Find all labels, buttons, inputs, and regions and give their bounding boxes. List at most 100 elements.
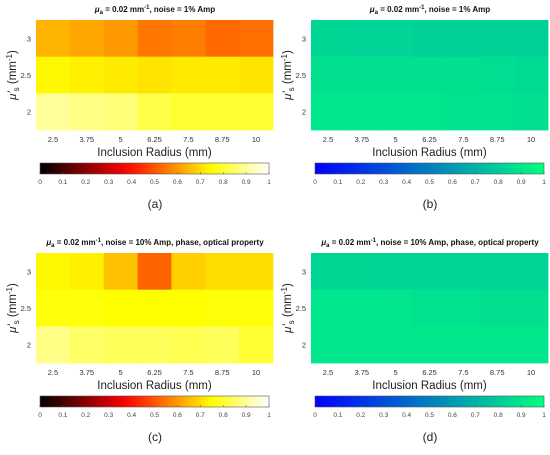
heatmap-cell xyxy=(69,20,105,58)
heatmap-cell xyxy=(378,56,413,94)
y-axis-label: μ's (mm-1) xyxy=(5,50,21,101)
x-tick-label: 2.5 xyxy=(48,368,58,377)
colorbar-tick-label: 0.7 xyxy=(196,412,205,419)
x-tick-label: 6.25 xyxy=(422,135,437,144)
colorbar-tick-label: 0.6 xyxy=(173,412,182,419)
heatmap-cell xyxy=(239,20,274,58)
heatmap-cell xyxy=(205,56,240,94)
heatmap-cell xyxy=(171,56,206,94)
heatmap-cell xyxy=(514,56,549,94)
colorbar-tick-label: 0 xyxy=(313,412,317,419)
colorbar-tick-label: 0.6 xyxy=(173,179,182,186)
x-tick-label: 2.5 xyxy=(323,135,333,144)
y-axis-label: μ's (mm-1) xyxy=(280,283,296,334)
colorbar-tick-label: 0.3 xyxy=(379,412,388,419)
y-tick-label: 3 xyxy=(27,34,31,43)
heatmap-cell xyxy=(311,93,346,131)
colorbar-tick-label: 0.1 xyxy=(58,179,67,186)
colorbar-tick-label: 1 xyxy=(542,412,546,419)
x-tick-label: 8.75 xyxy=(215,368,230,377)
heatmap-cell xyxy=(239,93,274,131)
colorbar-tick-label: 1 xyxy=(267,179,271,186)
heatmap-cell xyxy=(311,253,346,291)
x-tick-label: 2.5 xyxy=(323,368,333,377)
heatmap-cell xyxy=(412,253,447,291)
colorbar-tick-label: 0.8 xyxy=(494,179,503,186)
heatmap-cell xyxy=(137,326,172,364)
heatmap-cell xyxy=(69,326,105,364)
colorbar-tick-label: 1 xyxy=(267,412,271,419)
x-tick-label: 3.75 xyxy=(79,135,94,144)
heatmap-cell xyxy=(205,326,240,364)
heatmap-cell xyxy=(480,93,515,131)
y-axis-label: μ's (mm-1) xyxy=(280,50,296,101)
colorbar-tick-label: 0.5 xyxy=(150,179,159,186)
heatmap-cell xyxy=(514,20,549,58)
heatmap-cell xyxy=(311,289,346,327)
x-tick-label: 5 xyxy=(119,135,123,144)
heatmap-cell xyxy=(311,56,346,94)
heatmap-cell xyxy=(137,20,172,58)
heatmap-cell xyxy=(378,253,413,291)
heatmap-cell xyxy=(36,56,71,94)
heatmap-cell xyxy=(412,326,447,364)
heatmap-cell xyxy=(69,289,105,327)
colorbar-tick-label: 0.5 xyxy=(425,412,434,419)
heatmap-cell xyxy=(239,56,274,94)
heatmap-cell xyxy=(205,93,240,131)
heatmap-cell xyxy=(103,326,138,364)
heatmap-cell xyxy=(36,326,71,364)
colorbar-tick-label: 0 xyxy=(313,179,317,186)
heatmap-cell xyxy=(239,253,274,291)
x-tick-label: 8.75 xyxy=(215,135,230,144)
y-tick-label: 3 xyxy=(302,34,306,43)
heatmap-cell xyxy=(344,326,380,364)
x-tick-label: 8.75 xyxy=(490,135,505,144)
x-tick-label: 7.5 xyxy=(183,368,193,377)
heatmap-cell xyxy=(103,20,138,58)
heatmap-cell xyxy=(239,326,274,364)
colorbar-tick-label: 0.1 xyxy=(333,412,342,419)
heatmap-cell xyxy=(137,56,172,94)
heatmap-cell xyxy=(205,289,240,327)
heatmap-cell xyxy=(378,93,413,131)
colorbar-tick-label: 0.3 xyxy=(104,179,113,186)
colorbar-tick-label: 0.9 xyxy=(517,412,526,419)
colorbar-tick-label: 0.3 xyxy=(104,412,113,419)
heatmap-cell xyxy=(446,289,481,327)
x-tick-label: 3.75 xyxy=(354,135,369,144)
heatmap-cell xyxy=(446,56,481,94)
y-tick-label: 3 xyxy=(302,267,306,276)
heatmap-cell xyxy=(344,56,380,94)
heatmap-cell xyxy=(412,56,447,94)
colorbar-tick-label: 0.3 xyxy=(379,179,388,186)
heatmap-cell xyxy=(480,289,515,327)
panel-label: (a) xyxy=(148,197,163,211)
colorbar-tick-label: 0.9 xyxy=(242,179,251,186)
panel-label: (b) xyxy=(423,197,438,211)
x-tick-label: 10 xyxy=(527,135,535,144)
colorbar-tick-label: 0.2 xyxy=(81,179,90,186)
colorbar-tick-label: 0.8 xyxy=(494,412,503,419)
heatmap-cell xyxy=(514,289,549,327)
colorbar-tick-label: 0.5 xyxy=(150,412,159,419)
heatmap-cell xyxy=(69,253,105,291)
panel-label: (d) xyxy=(423,430,438,444)
colorbar-tick-label: 0 xyxy=(38,412,42,419)
y-tick-label: 2.5 xyxy=(21,304,31,313)
heatmap-cell xyxy=(514,253,549,291)
y-tick-label: 3 xyxy=(27,267,31,276)
y-tick-label: 2.5 xyxy=(21,71,31,80)
heatmap-cell xyxy=(311,326,346,364)
x-tick-label: 7.5 xyxy=(458,368,468,377)
heatmap-cell xyxy=(344,289,380,327)
heatmap-cell xyxy=(103,93,138,131)
heatmap-cell xyxy=(36,93,71,131)
chart-title: μa = 0.02 mm-1, noise = 10% Amp, phase, … xyxy=(45,238,264,249)
heatmap-cell xyxy=(69,93,105,131)
heatmap-cell xyxy=(378,289,413,327)
x-tick-label: 5 xyxy=(119,368,123,377)
x-tick-label: 10 xyxy=(252,368,260,377)
colorbar-tick-label: 0.2 xyxy=(356,412,365,419)
